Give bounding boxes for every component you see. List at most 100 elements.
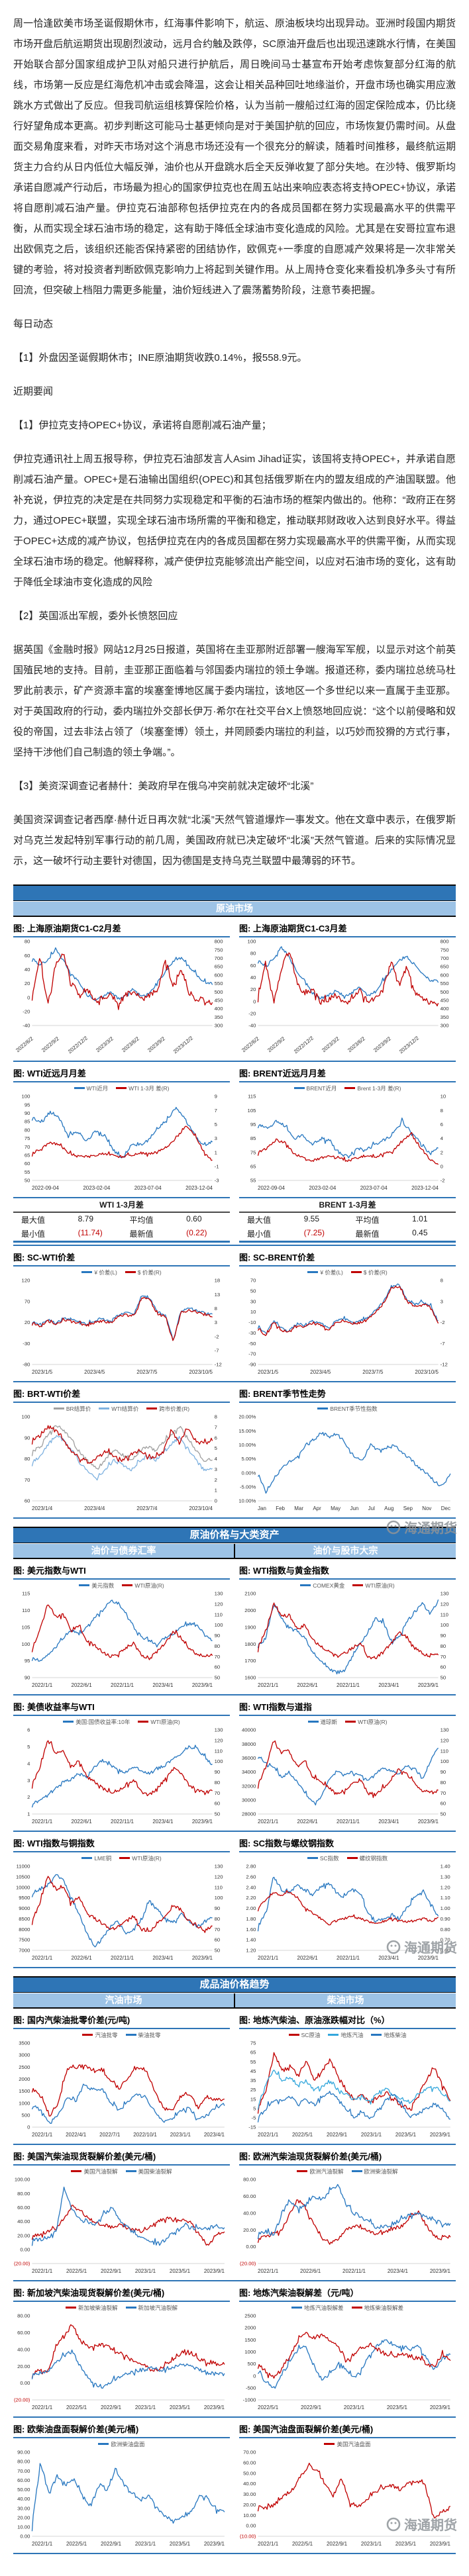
svg-text:50.00: 50.00 bbox=[243, 2470, 256, 2476]
legend-swatch bbox=[74, 1087, 85, 1089]
svg-text:65: 65 bbox=[25, 1153, 30, 1159]
legend-label: 美国柴油裂解 bbox=[138, 2168, 172, 2175]
svg-text:65: 65 bbox=[250, 1163, 256, 1169]
svg-text:120: 120 bbox=[215, 1738, 223, 1744]
svg-text:60.00: 60.00 bbox=[243, 2193, 256, 2199]
svg-text:30.00: 30.00 bbox=[17, 2505, 30, 2511]
svg-text:600: 600 bbox=[441, 972, 449, 978]
svg-text:60: 60 bbox=[441, 1801, 446, 1807]
x-tick: 2023/5/1 bbox=[386, 2405, 407, 2410]
legend-label: 地炼汽油裂解差 bbox=[303, 2304, 344, 2311]
x-tick: 2022/4/1 bbox=[66, 2132, 87, 2138]
legend-swatch bbox=[138, 1721, 149, 1723]
svg-text:115: 115 bbox=[22, 1591, 30, 1597]
legend-label: 地炼柴油裂解差 bbox=[364, 2304, 404, 2311]
chart-row: 图: 美债收益率与WTI 美国:国债收益率:10年 WTI原油(R) 6 5 4 3 2 1 13… bbox=[13, 1695, 456, 1832]
svg-text:10: 10 bbox=[441, 1094, 446, 1100]
news-body-3: 美国资深调查记者西摩·赫什近日再次就“北溪”天然气管道爆炸一事发文。他在文章中表… bbox=[13, 814, 456, 867]
legend-label: WTI原油(R) bbox=[365, 1582, 395, 1589]
chart-legend: 美国汽油裂解 美国柴油裂解 bbox=[13, 2167, 230, 2175]
x-axis-labels: 2022/1/1 2022/4/1 2022/7/1 2022/10/1 2023/1/… bbox=[13, 2132, 230, 2142]
svg-text:80: 80 bbox=[441, 1643, 446, 1649]
legend-swatch bbox=[53, 1407, 64, 1409]
chart-title: 图: BRENT季节性走势 bbox=[239, 1386, 456, 1403]
x-tick: Dec bbox=[441, 1505, 450, 1511]
svg-text:2.40: 2.40 bbox=[246, 1884, 256, 1890]
svg-text:1500: 1500 bbox=[19, 2088, 30, 2094]
x-tick: 2023/9/1 bbox=[417, 1955, 439, 1961]
svg-text:100: 100 bbox=[22, 1094, 30, 1100]
legend-label: BR结算价 bbox=[66, 1405, 91, 1412]
svg-text:9: 9 bbox=[215, 1094, 217, 1100]
legend-item: 美国:国债收益率:10年 bbox=[63, 1718, 130, 1726]
series-WTI结算价 bbox=[31, 1435, 213, 1481]
section-title-bar bbox=[13, 884, 456, 901]
svg-text:1500: 1500 bbox=[244, 2337, 256, 2343]
legend-swatch bbox=[125, 2170, 136, 2172]
section-subtitle: 柴油市场 bbox=[235, 1993, 456, 2007]
svg-text:60: 60 bbox=[215, 1664, 221, 1670]
svg-text:50: 50 bbox=[215, 1811, 221, 1817]
chart-legend: ¥ 价差(L) $ 价差(R) bbox=[13, 1268, 230, 1276]
svg-text:13: 13 bbox=[215, 1292, 221, 1298]
legend-item: 新加坡柴油裂解 bbox=[65, 2304, 118, 2312]
legend-item: SC原油 bbox=[288, 2031, 321, 2039]
svg-text:115: 115 bbox=[248, 1094, 256, 1100]
svg-text:36000: 36000 bbox=[242, 1755, 256, 1761]
news-heading: 近期要闻 bbox=[13, 386, 54, 397]
legend-item: 欧洲柴油裂解 bbox=[351, 2168, 398, 2175]
series-LME铜 bbox=[31, 1874, 213, 1948]
svg-text:4: 4 bbox=[27, 1760, 30, 1766]
x-tick: May bbox=[331, 1505, 341, 1511]
legend-item: BRENT季节性指数 bbox=[317, 1405, 378, 1413]
x-tick: 2022/11/1 bbox=[111, 1955, 134, 1961]
stats-cell: (7.25) bbox=[303, 1228, 325, 1237]
daily-item: 【1】外盘因圣诞假期休市；INE原油期货收跌0.14%，报558.9元。 bbox=[13, 352, 307, 363]
legend-label: WTI原油(R) bbox=[358, 1718, 388, 1725]
legend-item: WTI结算价 bbox=[99, 1405, 138, 1413]
svg-text:8: 8 bbox=[215, 1306, 217, 1312]
chart-row: 图: BRT-WTI价差 BR结算价 WTI结算价 跨市价差(R) 100 90 80 70 6… bbox=[13, 1382, 456, 1519]
chart-5: 图: SC-BRENT价差 ¥ 价差(L) $ 价差(R) 70 50 30 10 -10 -3… bbox=[239, 1249, 456, 1379]
legend-label: SC原油 bbox=[301, 2031, 321, 2038]
article-text-block: 周一恰逢欧美市场圣诞假期休市，红海事件影响下，航运、原油板块均出现异动。亚洲时段… bbox=[0, 0, 469, 871]
chart-title: 图: 国内汽柴油批零价差(元/吨) bbox=[13, 2012, 230, 2029]
x-axis-labels: 2023/1/5 2023/4/5 2023/7/5 2023/10/5 bbox=[239, 1369, 456, 1379]
stats-table-row: 最大值 9.55 平均值 1.01 bbox=[239, 1213, 456, 1227]
x-axis-labels: 2022/1/1 2022/6/1 2022/11/1 2023/4/1 2023/9/… bbox=[239, 2268, 456, 2278]
x-tick: 2022/6/1 bbox=[71, 1819, 92, 1825]
svg-text:34000: 34000 bbox=[242, 1769, 256, 1775]
svg-text:-12: -12 bbox=[215, 1362, 222, 1368]
svg-text:110: 110 bbox=[22, 1607, 30, 1613]
svg-text:100: 100 bbox=[215, 1758, 223, 1764]
svg-text:9000: 9000 bbox=[19, 1905, 30, 1911]
x-tick: 2022/1/1 bbox=[258, 1955, 279, 1961]
x-tick: Apr bbox=[313, 1505, 321, 1511]
svg-text:3: 3 bbox=[215, 1319, 217, 1325]
svg-text:5: 5 bbox=[215, 1121, 217, 1127]
chart-3: 图: BRENT近远月月差 BRENT近月 Brent 1-3月 差(R) 115 10… bbox=[239, 1065, 456, 1243]
legend-item: 汽油批零 bbox=[82, 2031, 118, 2039]
legend-item: $ 价差(R) bbox=[125, 1268, 162, 1276]
svg-text:120: 120 bbox=[22, 1278, 30, 1284]
legend-item: ¥ 价差(L) bbox=[81, 1268, 117, 1276]
x-tick: Nov bbox=[422, 1505, 432, 1511]
section-subtitle: 原油市场 bbox=[13, 902, 456, 916]
x-axis-labels: 2022/1/1 2022/5/1 2022/9/1 2023/1/1 2023/5/1… bbox=[13, 2405, 230, 2414]
svg-text:30.00: 30.00 bbox=[243, 2491, 256, 2497]
series-美国国债收益率10年 bbox=[31, 1744, 213, 1808]
chart-row: 图: SC-WTI价差 ¥ 价差(L) $ 价差(R) 120 70 20 -30 -80 18… bbox=[13, 1246, 456, 1382]
x-tick: 2022/6/1 bbox=[297, 1819, 318, 1825]
x-tick: 2023/1/1 bbox=[170, 2132, 191, 2138]
svg-text:60: 60 bbox=[250, 963, 256, 969]
svg-text:32000: 32000 bbox=[242, 1783, 256, 1789]
svg-text:3: 3 bbox=[215, 1135, 217, 1141]
svg-text:550: 550 bbox=[215, 980, 223, 986]
x-tick: 2022/11/1 bbox=[337, 1955, 360, 1961]
stats-cell: 9.55 bbox=[303, 1214, 319, 1223]
legend-item: WTI原油(R) bbox=[122, 1582, 164, 1590]
x-tick: 2023/4/4 bbox=[84, 1505, 105, 1511]
x-tick: 2022/9/1 bbox=[100, 2268, 122, 2274]
x-axis-labels: 2022/1/1 2022/6/1 2022/11/1 2023/4/1 2023/9/… bbox=[239, 1955, 456, 1965]
svg-text:-40: -40 bbox=[248, 1023, 256, 1029]
